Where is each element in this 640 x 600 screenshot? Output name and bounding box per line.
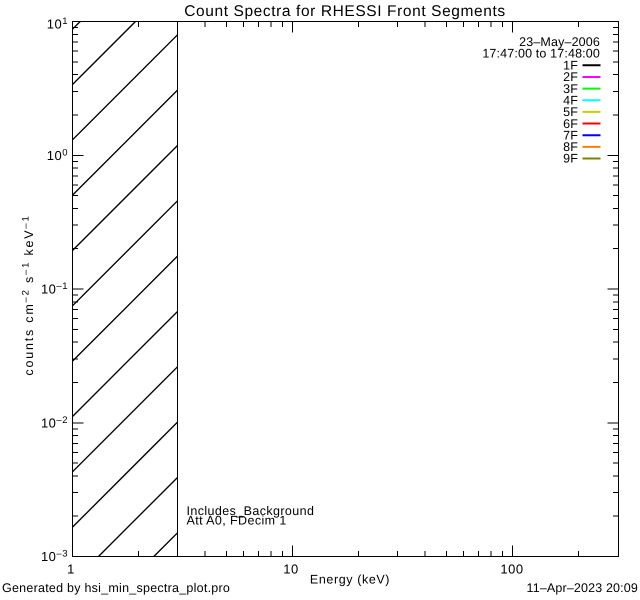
svg-text:1: 1 <box>67 562 75 577</box>
svg-text:3F: 3F <box>563 82 578 96</box>
svg-text:6F: 6F <box>563 117 578 131</box>
svg-text:counts cm–2 s–1 keV–1: counts cm–2 s–1 keV–1 <box>21 214 37 375</box>
svg-text:Generated by hsi_min_spectra_p: Generated by hsi_min_spectra_plot.pro <box>2 581 230 595</box>
svg-text:Energy (keV): Energy (keV) <box>310 573 390 587</box>
svg-text:4F: 4F <box>563 93 578 107</box>
svg-text:9F: 9F <box>563 152 578 166</box>
svg-text:100: 100 <box>500 562 523 577</box>
svg-text:Count Spectra for RHESSI Front: Count Spectra for RHESSI Front Segments <box>184 3 505 20</box>
svg-text:8F: 8F <box>563 140 578 154</box>
svg-text:11–Apr–2023 20:09: 11–Apr–2023 20:09 <box>527 581 638 595</box>
svg-text:23–May–2006: 23–May–2006 <box>519 35 600 49</box>
svg-text:1F: 1F <box>563 59 578 73</box>
svg-text:10: 10 <box>283 562 298 577</box>
svg-text:Att A0, FDecim 1: Att A0, FDecim 1 <box>187 514 287 528</box>
svg-text:17:47:00 to 17:48:00: 17:47:00 to 17:48:00 <box>482 47 600 61</box>
svg-text:Includes_Background: Includes_Background <box>187 504 315 518</box>
svg-text:7F: 7F <box>563 128 578 142</box>
svg-text:5F: 5F <box>563 105 578 119</box>
svg-text:2F: 2F <box>563 70 578 84</box>
